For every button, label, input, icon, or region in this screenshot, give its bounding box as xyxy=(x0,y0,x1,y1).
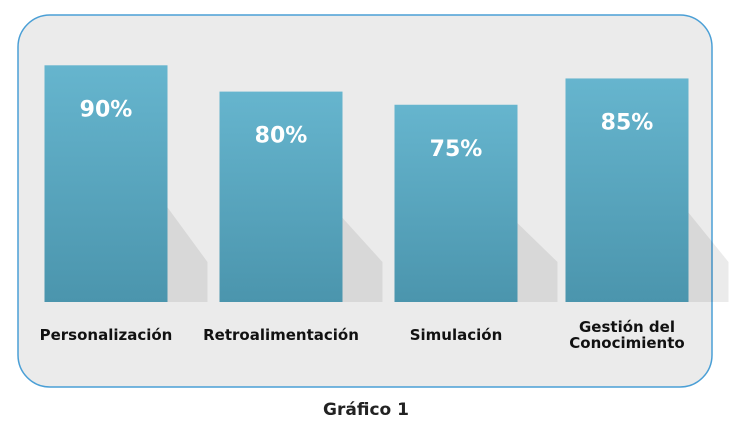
value-label: 80% xyxy=(255,124,308,149)
bar-shadow xyxy=(517,223,558,302)
value-label: 75% xyxy=(430,137,483,162)
chart-frame xyxy=(17,14,713,388)
bar-shadow xyxy=(688,212,729,302)
value-label: 90% xyxy=(80,97,133,122)
x-tick-label: Gestión del Conocimiento xyxy=(569,318,685,352)
x-tick-label: Personalización xyxy=(39,326,173,344)
chart-title: Gráfico 1 xyxy=(323,400,409,420)
x-tick-label: Retroalimentación xyxy=(203,326,359,344)
bar-shadow xyxy=(167,207,208,302)
bar-shadow xyxy=(342,217,383,302)
bar xyxy=(44,65,168,302)
bar xyxy=(565,78,689,302)
value-label: 85% xyxy=(601,110,654,135)
x-tick-label: Simulación xyxy=(409,326,503,344)
bar xyxy=(219,91,343,302)
bar xyxy=(394,104,518,302)
